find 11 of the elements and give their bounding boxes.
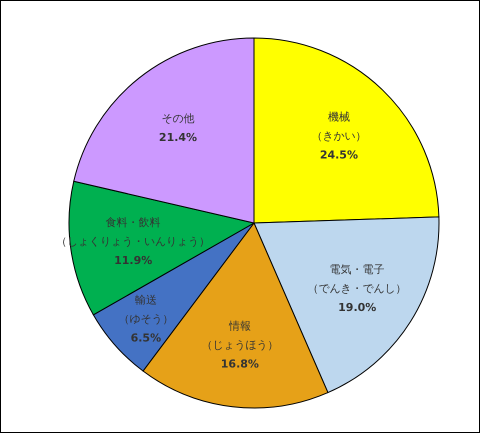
slice-label: 情報（じょうほう）	[201, 318, 278, 351]
data-label: 24.5%	[320, 148, 358, 161]
data-label: 16.8%	[220, 356, 259, 370]
data-label: 11.9%	[114, 253, 152, 266]
data-label: 19.0%	[338, 300, 376, 314]
slice-label: 輸送（ゆそう）	[118, 293, 174, 326]
data-label: 21.4%	[158, 130, 198, 144]
slice-label: 機械（きかい）	[311, 110, 366, 142]
slice-label: 電気・電子（でんき・でんし）	[308, 262, 407, 295]
slice-label: その他	[162, 111, 195, 124]
data-label: 6.5%	[130, 331, 162, 344]
